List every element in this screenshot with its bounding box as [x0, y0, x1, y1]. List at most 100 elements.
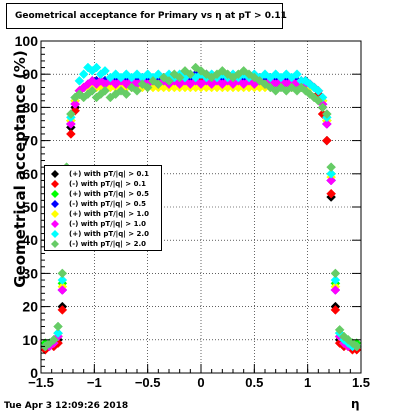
data-point [326, 175, 336, 186]
data-point [57, 268, 68, 279]
y-tick-label: 50 [22, 199, 38, 215]
data-point [330, 268, 341, 279]
y-tick-label: 90 [22, 66, 38, 82]
data-point [57, 275, 68, 285]
data-point [132, 85, 142, 96]
series-7 [40, 62, 362, 352]
x-tick-label: 0.5 [245, 375, 263, 390]
legend-marker-shape [51, 180, 59, 188]
data-point [309, 82, 319, 93]
legend-marker-shape [51, 240, 59, 248]
data-point [254, 75, 265, 86]
data-point [164, 75, 174, 86]
legend-marker-shape [51, 170, 59, 178]
data-point [66, 109, 76, 119]
data-point [91, 62, 102, 73]
data-point [174, 72, 185, 83]
data-point [313, 95, 324, 106]
data-point [309, 92, 319, 103]
x-tick-label: 1.5 [352, 375, 370, 390]
data-point [238, 66, 249, 76]
legend-label: (+) with pT/|q| > 0.1 [69, 170, 149, 178]
x-tick-label: 0 [197, 375, 204, 390]
legend-label: (+) with pT/|q| > 2.0 [69, 230, 149, 238]
data-point [66, 119, 76, 129]
legend-marker-icon [51, 230, 59, 238]
legend-marker-icon [51, 170, 59, 178]
data-point [126, 82, 137, 93]
y-tick-label: 70 [22, 133, 38, 149]
axis-tick-labels: −1.5 −1 −0.5 0 0.5 1 1.5 0 10 20 30 40 50 60 70 80 90 100 [15, 33, 370, 390]
y-tick-label: 100 [15, 33, 39, 49]
data-point [292, 69, 302, 80]
y-tick-label: 10 [22, 332, 38, 348]
legend-marker-icon [51, 200, 59, 208]
y-axis-label: Geometrical acceptance (%) [11, 50, 29, 288]
legend-label: (-) with pT/|q| > 0.5 [69, 200, 146, 208]
data-point [286, 82, 297, 93]
data-point [330, 285, 341, 295]
legend-label: (-) with pT/|q| > 2.0 [69, 240, 146, 248]
legend-entry: (-) with pT/|q| > 2.0 [45, 239, 161, 249]
data-point [66, 129, 76, 139]
legend-label: (+) with pT/|q| > 0.5 [69, 190, 149, 198]
legend-label: (-) with pT/|q| > 1.0 [69, 220, 146, 228]
data-point [270, 69, 281, 80]
data-point [57, 305, 68, 315]
data-point [326, 162, 336, 173]
y-tick-label: 80 [22, 99, 38, 115]
x-tick-label: −1 [87, 375, 102, 390]
x-tick-label: 1 [304, 375, 311, 390]
legend-entry: (-) with pT/|q| > 0.1 [45, 179, 161, 189]
data-point [330, 305, 341, 315]
data-point [153, 79, 164, 90]
legend-marker-shape [51, 190, 59, 198]
data-point [190, 62, 201, 73]
legend-entry: (+) with pT/|q| > 0.1 [45, 169, 161, 179]
data-point [322, 109, 332, 119]
chart-title: Geometrical acceptance for Primary vs η … [6, 3, 287, 29]
legend-marker-shape [51, 220, 59, 228]
legend-entry: (+) with pT/|q| > 1.0 [45, 209, 161, 219]
data-point [110, 69, 121, 80]
data-point [53, 321, 63, 332]
data-point [347, 338, 358, 348]
data-point [326, 188, 336, 199]
data-point [74, 75, 85, 86]
data-point [57, 285, 68, 295]
data-point [222, 69, 233, 80]
legend-entry: (+) with pT/|q| > 0.5 [45, 189, 161, 199]
legend-label: (+) with pT/|q| > 1.0 [69, 210, 149, 218]
data-point [100, 66, 110, 76]
data-point [185, 69, 196, 80]
legend-marker-shape [51, 230, 59, 238]
data-point [317, 102, 328, 113]
data-point [78, 69, 89, 80]
legend-entry: (-) with pT/|q| > 1.0 [45, 219, 161, 229]
data-point [100, 85, 110, 96]
data-point [121, 89, 132, 99]
data-point [70, 99, 80, 109]
legend: (+) with pT/|q| > 0.1 (-) with pT/|q| > 0… [44, 165, 162, 251]
legend-marker-icon [51, 180, 59, 188]
data-point [334, 324, 345, 335]
data-point [322, 119, 332, 129]
x-tick-label: −1.5 [28, 375, 54, 390]
data-point [322, 135, 332, 146]
legend-marker-icon [51, 210, 59, 218]
legend-marker-icon [51, 190, 59, 198]
data-point [142, 82, 153, 93]
legend-entry: (+) with pT/|q| > 2.0 [45, 229, 161, 239]
data-point [313, 85, 324, 96]
data-point [48, 334, 59, 345]
timestamp-label: Tue Apr 3 12:09:26 2018 [4, 401, 129, 411]
y-tick-label: 30 [22, 265, 38, 281]
data-point [351, 341, 362, 352]
legend-marker-icon [51, 220, 59, 228]
y-tick-label: 40 [22, 232, 38, 248]
legend-label: (-) with pT/|q| > 0.1 [69, 180, 146, 188]
data-point [142, 69, 153, 80]
legend-marker-shape [51, 200, 59, 208]
data-point [87, 85, 98, 96]
y-tick-label: 60 [22, 166, 38, 182]
